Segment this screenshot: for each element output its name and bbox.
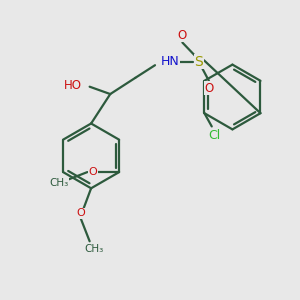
Text: O: O: [76, 208, 85, 218]
Text: O: O: [88, 167, 97, 177]
Text: O: O: [204, 82, 214, 95]
Text: CH₃: CH₃: [49, 178, 68, 188]
Text: CH₃: CH₃: [84, 244, 104, 254]
Text: Cl: Cl: [208, 129, 221, 142]
Text: S: S: [194, 55, 203, 69]
Text: HN: HN: [160, 55, 179, 68]
Text: HO: HO: [64, 79, 82, 92]
Text: O: O: [178, 29, 187, 42]
